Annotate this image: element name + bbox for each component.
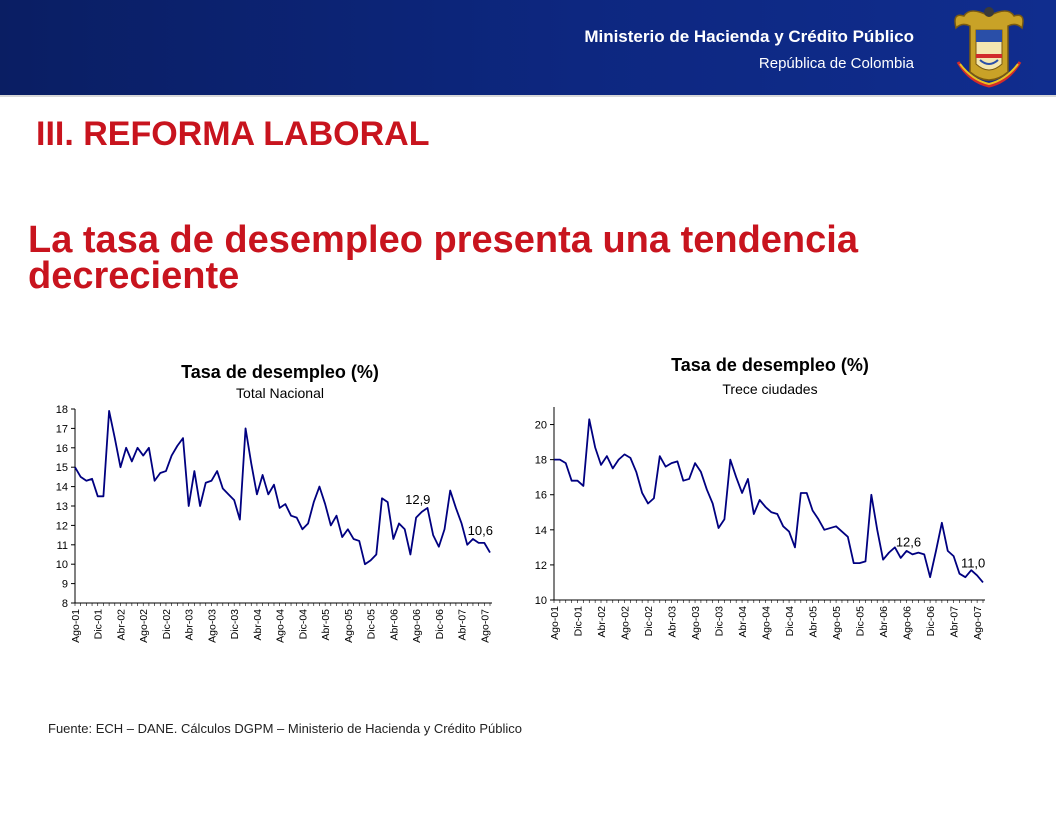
- x-tick-label: Ago-03: [690, 606, 702, 640]
- y-tick-label: 10: [535, 595, 547, 607]
- series-line: [74, 410, 491, 566]
- x-tick-label: Dic-06: [434, 609, 446, 640]
- chart-subtitle: Total Nacional: [236, 385, 324, 401]
- chart-trece-ciudades: Tasa de desempleo (%) Trece ciudades 10 12 1…: [535, 355, 986, 640]
- x-tick-label: Dic-05: [366, 609, 378, 640]
- y-tick-label: 14: [56, 482, 68, 494]
- section-title: III. REFORMA LABORAL: [36, 115, 430, 153]
- chart-subtitle: Trece ciudades: [722, 381, 817, 397]
- chart-total-nacional: Tasa de desempleo (%) Total Nacional 8 9 10 1…: [56, 362, 493, 643]
- y-tick-label: 18: [535, 455, 547, 467]
- x-tick-label: Abr-04: [252, 609, 264, 641]
- y-tick-label: 9: [62, 579, 68, 591]
- y-tick-label: 8: [62, 598, 68, 610]
- x-tick-label: Dic-02: [643, 606, 655, 637]
- x-tick-label: Ago-03: [206, 609, 218, 643]
- headline: La tasa de desempleo presenta una tenden…: [28, 219, 858, 297]
- data-annotation: 10,6: [468, 523, 493, 538]
- x-tick-label: Dic-06: [925, 606, 937, 637]
- x-tick-label: Dic-03: [229, 609, 241, 640]
- chart-title: Tasa de desempleo (%): [181, 362, 379, 382]
- x-tick-label: Abr-06: [388, 609, 400, 641]
- x-tick-label: Dic-01: [93, 609, 105, 640]
- source-note: Fuente: ECH – DANE. Cálculos DGPM – Mini…: [48, 721, 522, 736]
- y-tick-label: 10: [56, 559, 68, 571]
- x-tick-label: Ago-07: [479, 609, 491, 643]
- x-tick-label: Dic-01: [573, 606, 585, 637]
- chart-title: Tasa de desempleo (%): [671, 355, 869, 375]
- data-annotation: 12,9: [405, 492, 430, 507]
- x-tick-label: Abr-07: [949, 606, 961, 638]
- x-tick-label: Abr-03: [667, 606, 679, 638]
- y-tick-label: 17: [56, 423, 68, 435]
- x-tick-label: Ago-02: [138, 609, 150, 643]
- header-banner: Ministerio de Hacienda y Crédito Público…: [0, 0, 1056, 97]
- country-subtitle: República de Colombia: [758, 55, 914, 72]
- y-tick-label: 15: [56, 462, 68, 474]
- y-tick-label: 14: [535, 525, 547, 537]
- x-tick-label: Ago-01: [549, 606, 561, 640]
- x-tick-label: Dic-05: [855, 606, 867, 637]
- y-tick-label: 16: [56, 443, 68, 455]
- x-tick-label: Dic-04: [297, 609, 309, 640]
- y-tick-label: 11: [57, 540, 68, 552]
- x-tick-label: Ago-06: [902, 606, 914, 640]
- x-tick-label: Abr-07: [457, 609, 469, 641]
- x-tick-label: Ago-06: [411, 609, 423, 643]
- data-annotation: 11,0: [961, 555, 985, 570]
- x-tick-label: Abr-02: [115, 609, 127, 641]
- y-tick-label: 16: [535, 490, 547, 502]
- x-tick-label: Abr-06: [878, 606, 890, 638]
- ministry-title: Ministerio de Hacienda y Crédito Público: [584, 27, 914, 46]
- x-tick-label: Dic-04: [784, 606, 796, 637]
- y-tick-label: 13: [56, 501, 68, 513]
- x-tick-label: Abr-05: [808, 606, 820, 638]
- x-tick-label: Ago-01: [70, 609, 82, 643]
- coat-of-arms-icon: [954, 7, 1024, 88]
- x-tick-label: Ago-07: [972, 606, 984, 640]
- y-tick-label: 18: [56, 404, 68, 416]
- y-tick-label: 12: [535, 560, 547, 572]
- x-tick-label: Ago-05: [831, 606, 843, 640]
- x-tick-label: Abr-03: [184, 609, 196, 641]
- series-line: [554, 418, 984, 584]
- x-tick-label: Dic-03: [714, 606, 726, 637]
- data-annotation: 12,6: [896, 534, 921, 549]
- x-tick-label: Abr-04: [737, 606, 749, 638]
- y-tick-label: 12: [56, 520, 68, 532]
- x-tick-label: Dic-02: [161, 609, 173, 640]
- x-tick-label: Ago-05: [343, 609, 355, 643]
- x-tick-label: Ago-04: [761, 606, 773, 640]
- x-tick-label: Ago-02: [620, 606, 632, 640]
- x-tick-label: Abr-02: [596, 606, 608, 638]
- x-tick-label: Abr-05: [320, 609, 332, 641]
- x-tick-label: Ago-04: [275, 609, 287, 643]
- y-tick-label: 20: [535, 420, 547, 432]
